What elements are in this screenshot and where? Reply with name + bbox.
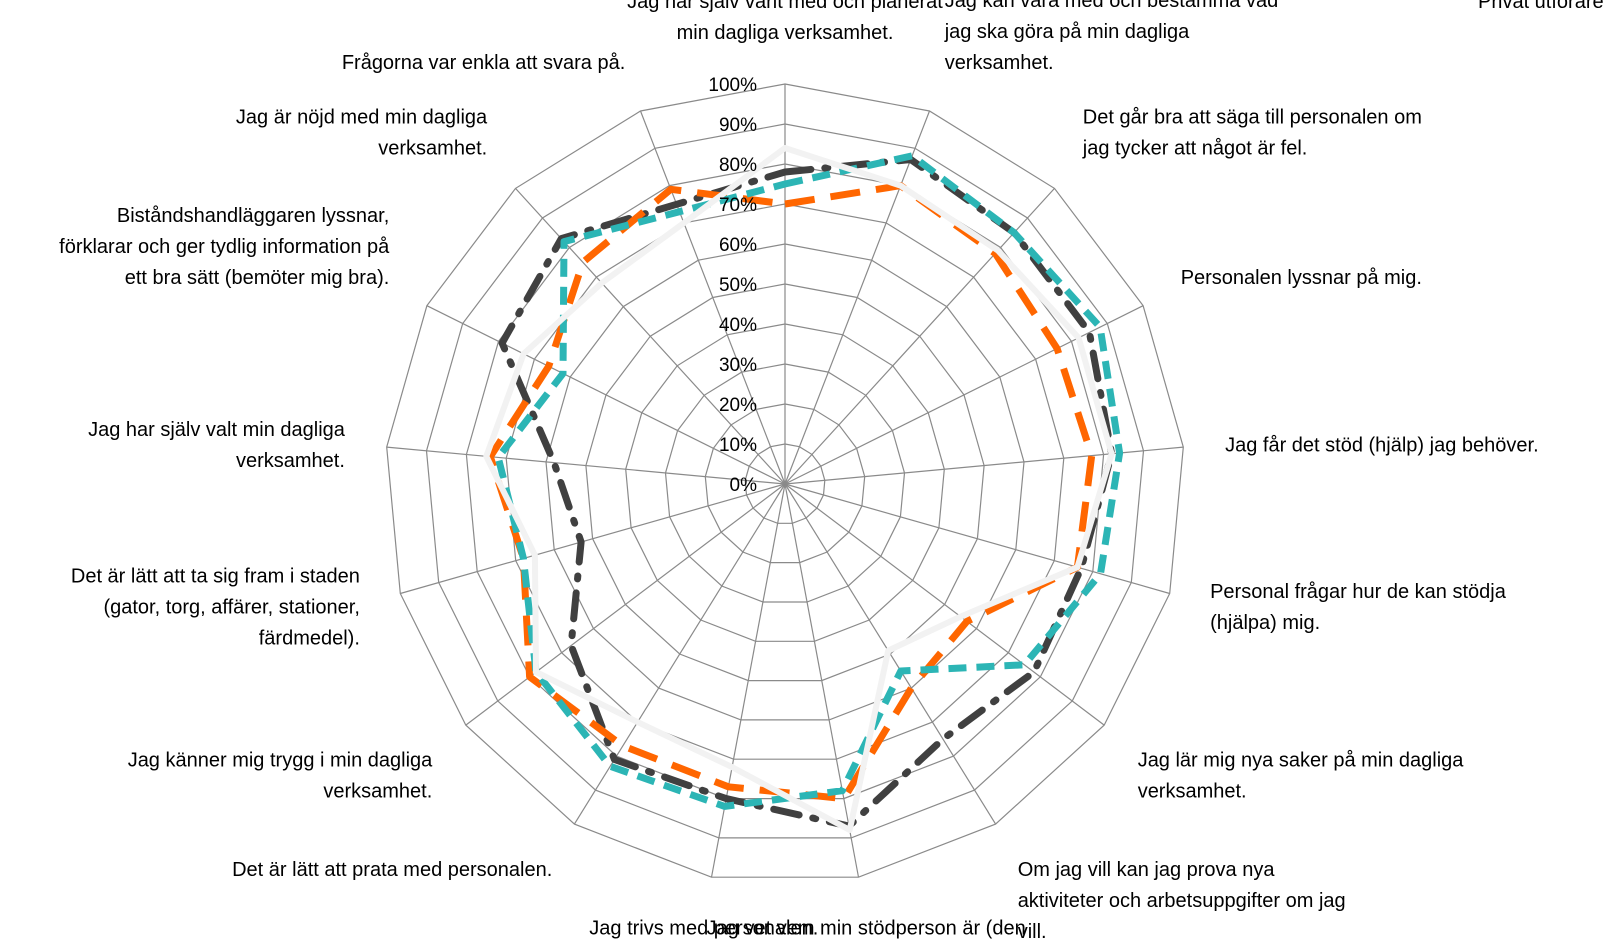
- grid-ring: [425, 123, 1145, 839]
- series-3: [494, 152, 1124, 810]
- series-line: [498, 156, 1116, 830]
- series-line: [494, 152, 1124, 810]
- category-label-line: Det är lätt att prata med personalen.: [232, 859, 552, 881]
- category-label-line: förklarar och ger tydlig information på: [59, 236, 390, 258]
- category-label: Personal frågar hur de kan stödja (hjälpa…: [1210, 581, 1507, 634]
- spoke-line: [573, 483, 786, 825]
- tick-label: 40%: [719, 315, 757, 336]
- category-label-line: min dagliga verksamhet.: [677, 22, 894, 44]
- radar-series: [483, 145, 1124, 833]
- grid-ring: [386, 83, 1184, 878]
- category-label: Jag vet vem min stödperson är (denperson…: [707, 918, 1026, 940]
- category-label-line: (hjälpa) mig.: [1210, 612, 1320, 634]
- category-label-line: ett bra sätt (bemöter mig bra).: [125, 267, 390, 289]
- category-label: Om jag vill kan jag prova nya aktiviteter…: [1018, 859, 1346, 943]
- tick-label: 20%: [719, 395, 757, 416]
- category-label: Jag känner mig trygg i min dagliga verksa…: [128, 749, 433, 802]
- category-label: Jag trivs med personalen.: [589, 918, 818, 940]
- series-1: [498, 156, 1116, 830]
- category-label-line: färdmedel).: [259, 628, 360, 650]
- category-label-line: Jag kan vara med och bestämma vad: [945, 0, 1279, 12]
- category-label-line: (gator, torg, affärer, stationer,: [103, 597, 359, 619]
- spoke-line: [784, 483, 860, 878]
- spoke-line: [710, 483, 786, 878]
- category-label: Jag får det stöd (hjälp) jag behöver.: [1225, 435, 1539, 457]
- category-label-line: aktiviteter och arbetsuppgifter om jag: [1018, 890, 1346, 912]
- tick-label: 0%: [730, 475, 758, 496]
- grid-ring: [625, 323, 945, 642]
- spoke-line: [465, 483, 786, 726]
- spoke-line: [784, 483, 1105, 726]
- grid-ring: [744, 443, 826, 524]
- spoke-line: [784, 483, 1170, 595]
- category-label-line: Det är lätt att ta sig fram i staden: [71, 566, 360, 588]
- tick-label: 10%: [719, 435, 757, 456]
- category-label: Jag har själv valt min dagliga verksamhet…: [88, 419, 346, 472]
- category-label: Personalen lyssnar på mig.: [1181, 267, 1422, 289]
- grid-ring: [664, 363, 906, 603]
- category-label: Biståndshandläggaren lyssnar, förklarar o…: [59, 205, 390, 289]
- category-label-line: jag ska göra på min dagliga: [944, 21, 1190, 43]
- spoke-line: [639, 110, 786, 485]
- grid-ring: [704, 403, 866, 564]
- category-label: Det går bra att säga till personalen om j…: [1082, 106, 1422, 159]
- tick-label: 60%: [719, 235, 757, 256]
- radar-grid: [386, 83, 1184, 878]
- series-4: [483, 145, 1115, 833]
- category-label: Jag har själv varit med och planerat min …: [627, 0, 943, 44]
- category-label: Det är lätt att prata med personalen.: [232, 859, 552, 881]
- legend: Privat utförare: [1478, 0, 1604, 13]
- category-label-line: Om jag vill kan jag prova nya: [1018, 859, 1276, 881]
- tick-label: 70%: [719, 195, 757, 216]
- category-label: Jag lär mig nya saker på min dagliga verk…: [1138, 749, 1465, 802]
- category-label-line: jag tycker att något är fel.: [1082, 137, 1308, 159]
- category-labels: Jag har själv varit med och planerat min …: [59, 0, 1539, 943]
- series-line: [486, 182, 1096, 803]
- category-label-line: verksamhet.: [1138, 780, 1247, 802]
- category-label-line: Jag har själv valt min dagliga: [88, 419, 346, 441]
- category-label-line: Frågorna var enkla att svara på.: [342, 52, 625, 74]
- category-label: Jag kan vara med och bestämma vad jag ska…: [944, 0, 1279, 74]
- spoke-line: [784, 187, 1055, 485]
- category-label-line: Biståndshandläggaren lyssnar,: [117, 205, 389, 227]
- tick-label: 50%: [719, 275, 757, 296]
- tick-label: 90%: [719, 115, 757, 136]
- spoke-line: [784, 446, 1184, 485]
- spoke-line: [784, 110, 931, 485]
- radial-tick-labels: 0% 10% 20% 30% 40% 50% 60% 70% 80% 90% 100%: [708, 75, 757, 496]
- spoke-line: [784, 305, 1144, 485]
- category-label-line: verksamhet.: [236, 450, 345, 472]
- series-2: [486, 182, 1096, 803]
- category-label-line: Personal frågar hur de kan stödja: [1210, 581, 1507, 603]
- grid-ring: [585, 283, 985, 682]
- grid-ring: [545, 243, 1025, 721]
- tick-label: 80%: [719, 155, 757, 176]
- category-label-line: Det går bra att säga till personalen om: [1083, 106, 1422, 128]
- category-label-line: verksamhet.: [378, 137, 487, 159]
- category-label: Det är lätt att ta sig fram i staden (gat…: [71, 566, 360, 650]
- tick-label: 100%: [708, 75, 757, 96]
- category-label: Jag är nöjd med min dagliga verksamhet.: [236, 106, 488, 159]
- category-label-line: Jag får det stöd (hjälp) jag behöver.: [1225, 435, 1539, 457]
- spoke-line: [386, 446, 786, 485]
- category-label-line: Jag trivs med personalen.: [589, 918, 818, 940]
- category-label-line: Jag lär mig nya saker på min dagliga: [1138, 749, 1465, 771]
- category-label: Frågorna var enkla att svara på.: [342, 52, 625, 74]
- category-label-line: Jag känner mig trygg i min dagliga: [128, 749, 433, 771]
- category-label-line: Jag är nöjd med min dagliga: [236, 106, 488, 128]
- series-line: [483, 145, 1115, 833]
- spoke-line: [426, 305, 786, 485]
- category-label-line: vill.: [1018, 921, 1047, 943]
- category-label-line: Jag vet vem min stödperson är (den: [707, 918, 1026, 940]
- legend-entry-label: Privat utförare: [1478, 0, 1604, 13]
- grid-ring: [505, 203, 1065, 760]
- category-label-line: Personalen lyssnar på mig.: [1181, 267, 1422, 289]
- spoke-line: [400, 483, 786, 595]
- category-label-line: Jag har själv varit med och planerat: [627, 0, 943, 13]
- category-label-line: verksamhet.: [323, 780, 432, 802]
- tick-label: 30%: [719, 355, 757, 376]
- category-label-line: verksamhet.: [945, 52, 1054, 74]
